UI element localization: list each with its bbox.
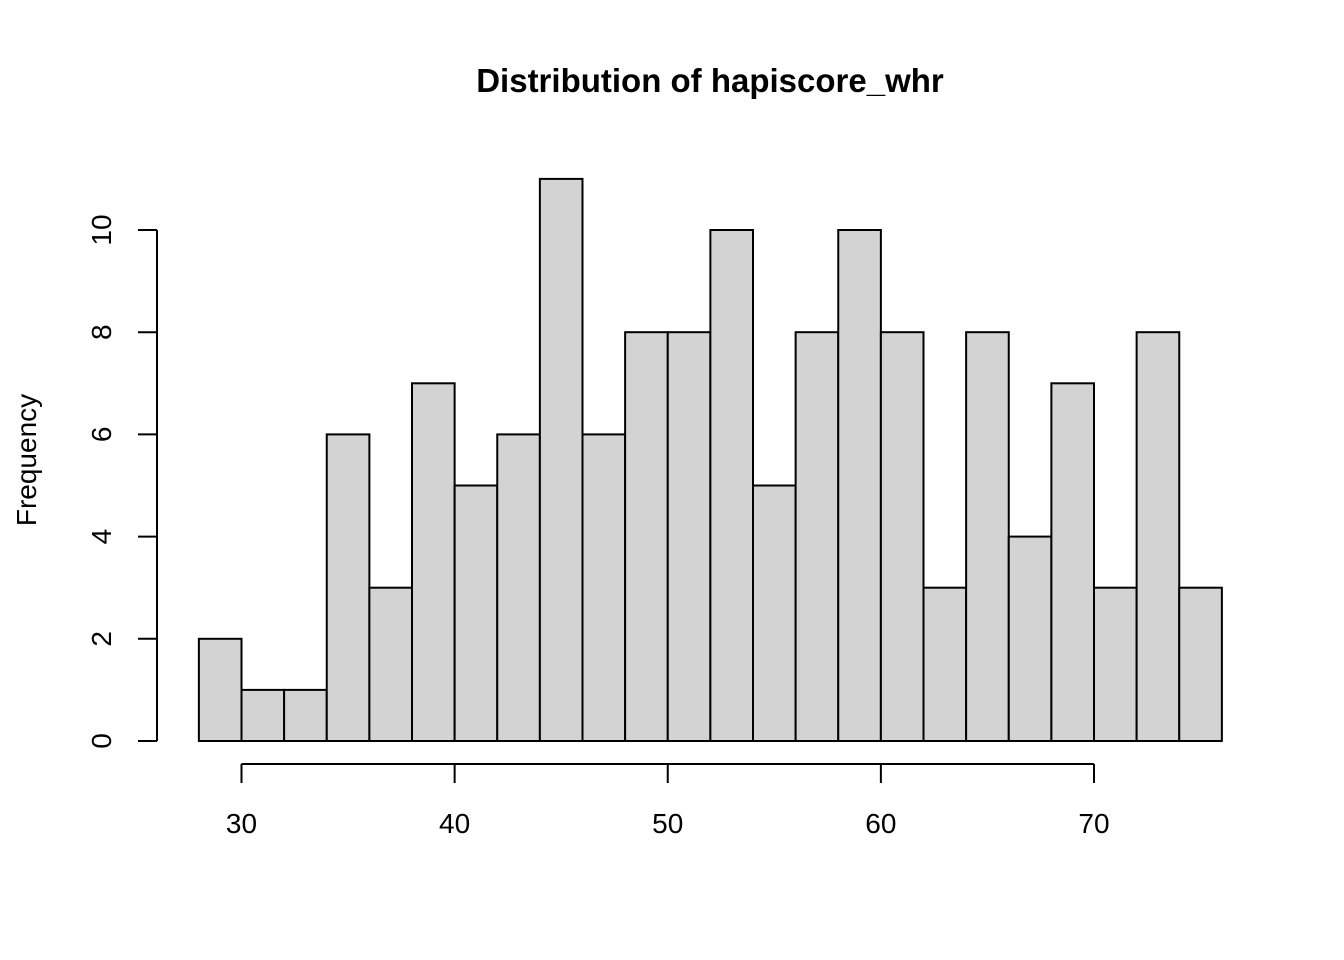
histogram-bar [1050, 382, 1095, 742]
histogram-bar [1135, 331, 1181, 742]
y-tick-label: 2 [86, 631, 117, 647]
chart-title: Distribution of hapiscore_whr [476, 62, 944, 99]
histogram-bar [1093, 586, 1138, 743]
y-tick-label: 6 [86, 427, 117, 443]
histogram-bar [240, 688, 286, 743]
histogram-bar [879, 331, 925, 742]
y-tick-label: 0 [86, 733, 117, 749]
x-tick-label: 60 [865, 808, 896, 839]
histogram-bar [624, 331, 669, 742]
histogram-bar [794, 331, 840, 742]
histogram-bar [411, 382, 456, 742]
histogram-bar [581, 433, 627, 742]
histogram-bar [453, 484, 499, 742]
x-tick-label: 40 [439, 808, 470, 839]
x-tick-label: 50 [652, 808, 683, 839]
histogram-bar [837, 229, 882, 742]
histogram-bar [197, 637, 243, 742]
histogram-bar [325, 433, 371, 742]
histogram-bar [283, 688, 328, 743]
x-tick-label: 30 [226, 808, 257, 839]
histogram-bar [752, 484, 797, 742]
histogram-bar [709, 229, 754, 742]
histogram-bar [538, 177, 584, 742]
histogram-bar [1178, 586, 1223, 743]
histogram-bar [1007, 535, 1053, 742]
y-axis: 0 2 4 6 8 10 [86, 214, 158, 749]
histogram-bar [965, 331, 1010, 742]
histogram-bar [368, 586, 413, 743]
y-tick-label: 4 [86, 529, 117, 545]
x-tick-label: 70 [1078, 808, 1109, 839]
histogram-bar [922, 586, 968, 743]
histogram-bar [496, 433, 541, 742]
bars-group [197, 177, 1223, 743]
x-axis: 30 40 50 60 70 [226, 763, 1110, 839]
histogram-bar [666, 331, 712, 742]
y-tick-label: 10 [86, 214, 117, 245]
y-tick-label: 8 [86, 324, 117, 340]
y-axis-label: Frequency [11, 394, 42, 526]
